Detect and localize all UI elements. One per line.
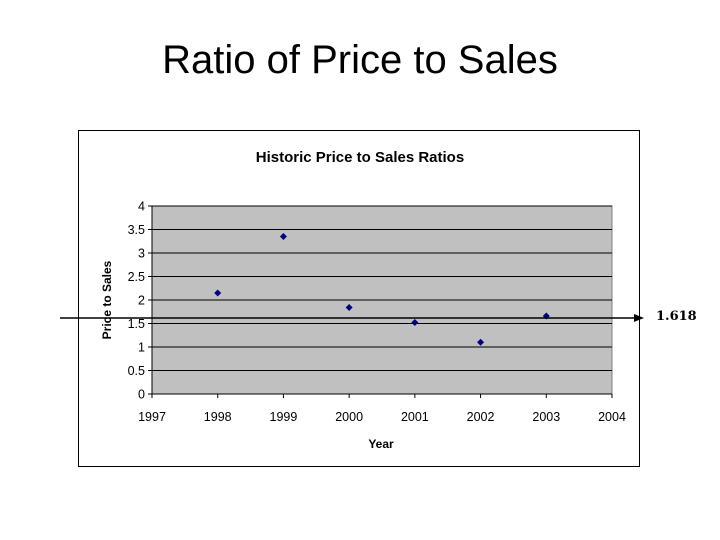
data-point bbox=[345, 304, 353, 312]
x-tick-label: 2000 bbox=[335, 410, 363, 424]
y-axis-label: Price to Sales bbox=[100, 260, 114, 339]
x-tick-label: 1998 bbox=[204, 410, 232, 424]
x-axis: 1997 1998 1999 2000 2001 2002 2003 2004 bbox=[138, 393, 626, 424]
reference-line-label: 1.618 bbox=[656, 309, 697, 324]
y-tick-label: 1.5 bbox=[128, 317, 145, 331]
data-point bbox=[477, 338, 485, 346]
reference-line-group: 1.618 bbox=[60, 309, 697, 324]
x-tick-label: 2001 bbox=[401, 410, 429, 424]
y-tick-label: 0 bbox=[138, 388, 145, 402]
chart-frame bbox=[78, 130, 640, 467]
y-tick-label: 3.5 bbox=[128, 223, 145, 237]
y-tick-label: 2.5 bbox=[128, 270, 145, 284]
data-point bbox=[411, 319, 419, 327]
x-tick-label: 2004 bbox=[598, 410, 626, 424]
x-axis-label: Year bbox=[368, 437, 394, 451]
y-tick-label: 4 bbox=[138, 200, 145, 214]
x-tick-label: 2002 bbox=[467, 410, 495, 424]
y-tick-label: 0.5 bbox=[128, 364, 145, 378]
y-tick-label: 3 bbox=[138, 247, 145, 261]
x-tick-label: 1999 bbox=[270, 410, 298, 424]
chart-title: Historic Price to Sales Ratios bbox=[256, 149, 464, 166]
data-point bbox=[279, 233, 287, 241]
reference-arrowhead bbox=[634, 313, 644, 322]
y-axis: 0 0.5 1 1.5 2 2.5 3 3.5 4 bbox=[128, 200, 153, 402]
gridlines bbox=[152, 205, 612, 395]
data-point bbox=[214, 289, 222, 297]
y-tick-label: 1 bbox=[138, 341, 145, 355]
y-tick-label: 2 bbox=[138, 294, 145, 308]
x-tick-label: 2003 bbox=[532, 410, 560, 424]
slide-title: Ratio of Price to Sales bbox=[162, 38, 558, 82]
data-markers bbox=[214, 233, 550, 346]
x-tick-label: 1997 bbox=[138, 410, 166, 424]
